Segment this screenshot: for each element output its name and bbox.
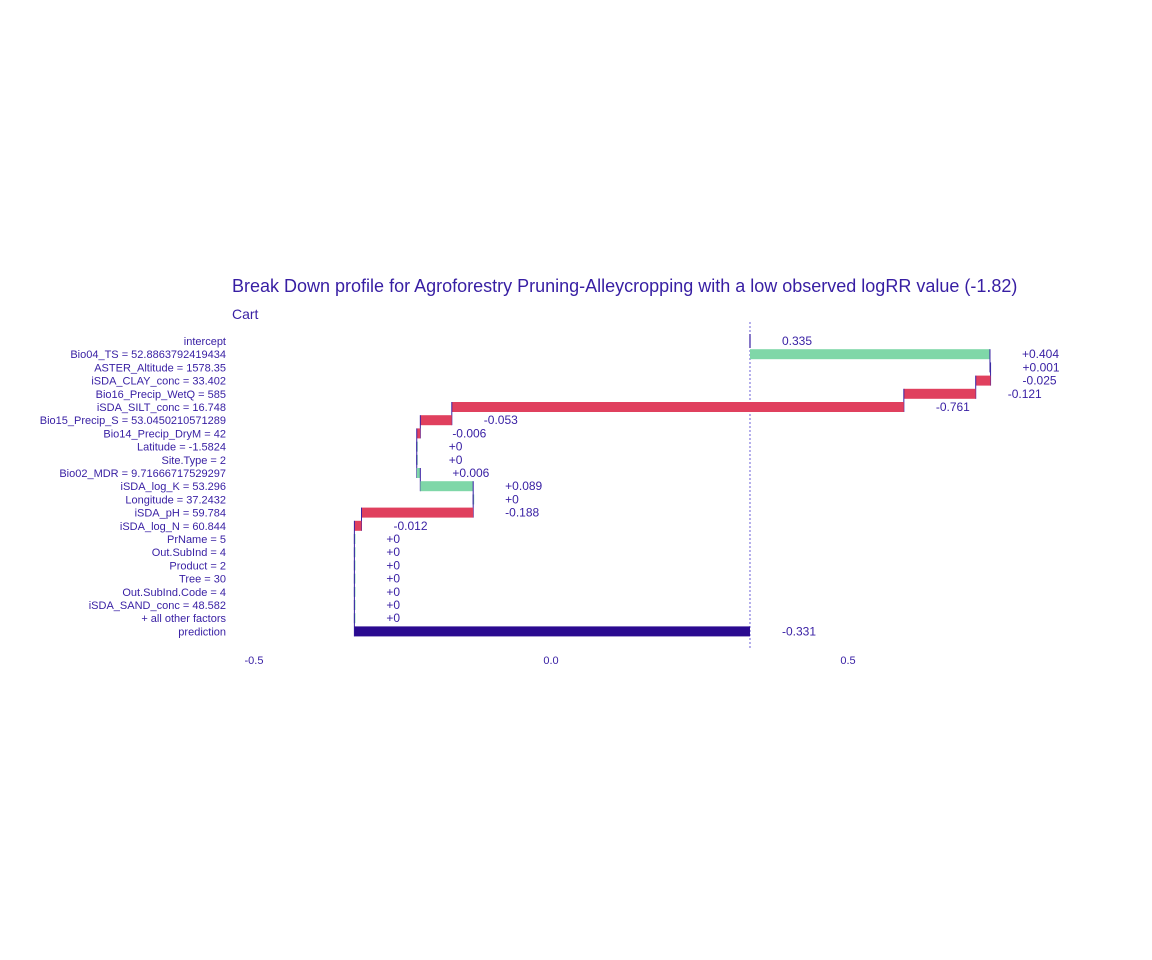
- y-label-12: Longitude = 37.2432: [125, 494, 226, 506]
- x-tick-label-0: -0.5: [245, 655, 264, 667]
- y-label-21: + all other factors: [141, 613, 226, 625]
- y-label-11: iSDA_log_K = 53.296: [121, 481, 227, 493]
- value-label-11: +0.089: [505, 479, 542, 493]
- value-label-7: -0.006: [452, 426, 486, 440]
- y-label-7: Bio14_Precip_DryM = 42: [103, 428, 226, 440]
- value-label-15: +0: [386, 532, 400, 546]
- y-label-9: Site.Type = 2: [161, 455, 226, 467]
- bar-10: [416, 468, 421, 478]
- y-label-14: iSDA_log_N = 60.844: [120, 521, 226, 533]
- bar-14: [354, 520, 362, 531]
- x-tick-label-2: 0.5: [840, 655, 855, 667]
- y-label-20: iSDA_SAND_conc = 48.582: [89, 600, 226, 612]
- bar-4: [903, 388, 976, 399]
- value-label-9: +0: [449, 453, 463, 467]
- value-label-10: +0.006: [452, 466, 489, 480]
- y-label-0: intercept: [184, 336, 226, 348]
- value-label-17: +0: [386, 558, 400, 572]
- value-label-4: -0.121: [1008, 387, 1042, 401]
- bar-13: [361, 507, 474, 518]
- y-label-2: ASTER_Altitude = 1578.35: [94, 362, 226, 374]
- y-label-1: Bio04_TS = 52.8863792419434: [70, 349, 226, 361]
- bar-5: [451, 402, 904, 412]
- value-label-6: -0.053: [484, 413, 518, 427]
- bar-7: [416, 428, 421, 439]
- value-label-13: -0.188: [505, 506, 539, 520]
- y-label-15: PrName = 5: [167, 534, 226, 546]
- y-label-8: Latitude = -1.5824: [137, 442, 226, 454]
- y-label-22: prediction: [178, 626, 226, 638]
- bar-22: [354, 626, 750, 637]
- value-label-14: -0.012: [394, 519, 428, 533]
- bar-6: [420, 415, 452, 426]
- chart-title: Break Down profile for Agroforestry Prun…: [232, 276, 1018, 296]
- chart-subtitle: Cart: [232, 306, 259, 322]
- value-label-2: +0.001: [1023, 360, 1060, 374]
- value-label-19: +0: [386, 585, 400, 599]
- bar-1: [749, 349, 990, 360]
- y-label-5: iSDA_SILT_conc = 16.748: [97, 402, 226, 414]
- value-label-8: +0: [449, 440, 463, 454]
- value-label-3: -0.025: [1023, 374, 1057, 388]
- y-label-10: Bio02_MDR = 9.71666717529297: [59, 468, 226, 480]
- y-label-6: Bio15_Precip_S = 53.0450210571289: [40, 415, 226, 427]
- value-label-22: -0.331: [782, 624, 816, 638]
- bar-3: [975, 375, 991, 386]
- bar-11: [420, 481, 474, 492]
- y-label-18: Tree = 30: [179, 574, 226, 586]
- value-label-12: +0: [505, 492, 519, 506]
- y-label-4: Bio16_Precip_WetQ = 585: [96, 389, 226, 401]
- value-label-1: +0.404: [1022, 347, 1059, 361]
- value-label-16: +0: [386, 545, 400, 559]
- x-tick-label-1: 0.0: [543, 655, 558, 667]
- value-label-5: -0.761: [936, 400, 970, 414]
- y-label-13: iSDA_pH = 59.784: [135, 508, 226, 520]
- value-label-18: +0: [386, 572, 400, 586]
- y-label-3: iSDA_CLAY_conc = 33.402: [91, 376, 226, 388]
- value-label-20: +0: [386, 598, 400, 612]
- y-label-19: Out.SubInd.Code = 4: [122, 587, 226, 599]
- y-label-16: Out.SubInd = 4: [152, 547, 226, 559]
- value-label-21: +0: [386, 611, 400, 625]
- y-label-17: Product = 2: [169, 560, 226, 572]
- value-label-0: 0.335: [782, 334, 812, 348]
